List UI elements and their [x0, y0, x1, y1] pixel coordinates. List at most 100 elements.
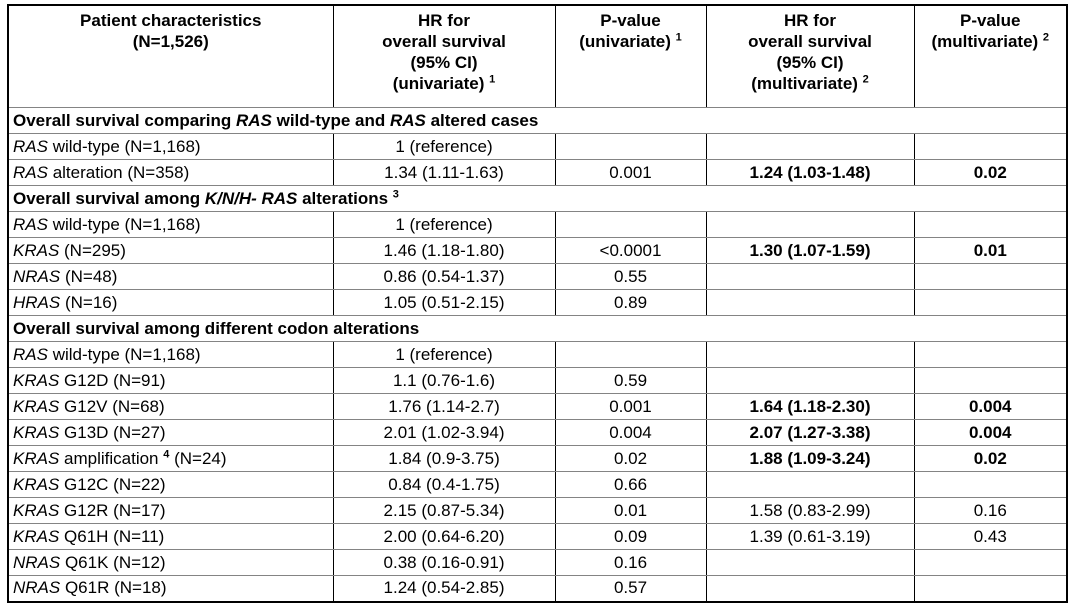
- value-cell: [705, 133, 915, 160]
- value-cell: 0.89: [554, 289, 707, 316]
- patient-characteristic-cell: KRAS G13D (N=27): [7, 419, 334, 446]
- header-line: HR for: [338, 10, 551, 31]
- value-cell: 0.16: [913, 497, 1068, 524]
- value-cell: 0.004: [913, 419, 1068, 446]
- text-segment: KRAS: [13, 474, 60, 494]
- patient-characteristic-cell: KRAS amplification 4 (N=24): [7, 445, 334, 472]
- section-header: Overall survival among different codon a…: [7, 315, 1068, 342]
- text-segment: (N=48): [60, 266, 118, 286]
- value-cell: 0.01: [913, 237, 1068, 264]
- header-line: P-value: [560, 10, 702, 31]
- section-header: Overall survival among K/N/H- RAS altera…: [7, 185, 1068, 212]
- table-body: Overall survival comparing RAS wild-type…: [7, 107, 1068, 602]
- col-patient-characteristics: Patient characteristics (N=1,526): [7, 4, 334, 108]
- value-cell: 1.34 (1.11-1.63): [332, 159, 556, 186]
- header-line: (N=1,526): [13, 31, 329, 52]
- value-cell: 0.57: [554, 575, 707, 602]
- col-pvalue-univariate: P-value (univariate) 1: [554, 4, 707, 108]
- patient-characteristic-cell: KRAS G12D (N=91): [7, 367, 334, 394]
- section-row: Overall survival among different codon a…: [7, 315, 1068, 342]
- text-segment: Q61H (N=11): [59, 526, 165, 546]
- text-segment: NRAS: [13, 578, 61, 598]
- value-cell: 0.59: [554, 367, 707, 394]
- header-row: Patient characteristics (N=1,526) HR for ov…: [7, 4, 1068, 108]
- value-cell: [705, 341, 915, 368]
- patient-characteristic-cell: KRAS G12C (N=22): [7, 471, 334, 498]
- header-line: overall survival: [711, 31, 910, 52]
- text-segment: altered cases: [425, 110, 539, 130]
- value-cell: 0.66: [554, 471, 707, 498]
- text-segment: HRAS: [13, 292, 61, 312]
- value-cell: [705, 367, 915, 394]
- value-cell: [913, 341, 1068, 368]
- value-cell: [554, 211, 707, 238]
- patient-characteristic-cell: NRAS Q61K (N=12): [7, 549, 334, 576]
- text-segment: overall survival: [748, 32, 872, 51]
- value-cell: [705, 471, 915, 498]
- header-line: overall survival: [338, 31, 551, 52]
- patient-characteristic-cell: NRAS Q61R (N=18): [7, 575, 334, 602]
- text-segment: RAS: [389, 110, 426, 130]
- value-cell: <0.0001: [554, 237, 707, 264]
- value-cell: 1.84 (0.9-3.75): [332, 445, 556, 472]
- header-line: (95% CI): [338, 52, 551, 73]
- value-cell: [913, 367, 1068, 394]
- patient-characteristic-cell: KRAS Q61H (N=11): [7, 523, 334, 550]
- text-segment: Q61K (N=12): [60, 552, 166, 572]
- patient-characteristic-cell: RAS alteration (N=358): [7, 159, 334, 186]
- text-segment: wild-type (N=1,168): [47, 214, 201, 234]
- footnote-marker: 3: [392, 187, 399, 200]
- table-row: KRAS (N=295) 1.46 (1.18-1.80) <0.0001 1.30 …: [7, 237, 1068, 264]
- text-segment: K/N/H- RAS: [204, 188, 298, 208]
- text-segment: Overall survival among different codon a…: [13, 318, 420, 338]
- value-cell: 0.004: [554, 419, 707, 446]
- text-segment: KRAS: [13, 526, 60, 546]
- section-header: Overall survival comparing RAS wild-type…: [7, 107, 1068, 134]
- value-cell: 1.1 (0.76-1.6): [332, 367, 556, 394]
- table-row: NRAS Q61K (N=12) 0.38 (0.16-0.91) 0.16: [7, 549, 1068, 576]
- value-cell: 1.76 (1.14-2.7): [332, 393, 556, 420]
- patient-characteristic-cell: KRAS (N=295): [7, 237, 334, 264]
- value-cell: 0.86 (0.54-1.37): [332, 263, 556, 290]
- patient-characteristic-cell: KRAS G12V (N=68): [7, 393, 334, 420]
- footnote-marker: 2: [1042, 31, 1050, 44]
- table-row: KRAS G12V (N=68) 1.76 (1.14-2.7) 0.001 1.64…: [7, 393, 1068, 420]
- text-segment: (multivariate): [751, 74, 863, 93]
- table-row: NRAS Q61R (N=18) 1.24 (0.54-2.85) 0.57: [7, 575, 1068, 602]
- value-cell: [913, 289, 1068, 316]
- table-row: RAS alteration (N=358) 1.34 (1.11-1.63) 0.…: [7, 159, 1068, 186]
- footnote-marker: 4: [163, 447, 170, 460]
- text-segment: G12C (N=22): [59, 474, 166, 494]
- text-segment: Overall survival among: [13, 188, 205, 208]
- text-segment: overall survival: [382, 32, 506, 51]
- text-segment: G12D (N=91): [59, 370, 166, 390]
- value-cell: 0.001: [554, 159, 707, 186]
- value-cell: 1 (reference): [332, 211, 556, 238]
- patient-characteristic-cell: HRAS (N=16): [7, 289, 334, 316]
- header-line: (multivariate) 2: [711, 73, 910, 94]
- text-segment: wild-type (N=1,168): [47, 136, 201, 156]
- value-cell: 1.24 (1.03-1.48): [705, 159, 915, 186]
- table-header: Patient characteristics (N=1,526) HR for ov…: [7, 4, 1068, 108]
- value-cell: [554, 341, 707, 368]
- header-line: (univariate) 1: [338, 73, 551, 94]
- header-line: (95% CI): [711, 52, 910, 73]
- section-row: Overall survival comparing RAS wild-type…: [7, 107, 1068, 134]
- value-cell: 0.004: [913, 393, 1068, 420]
- table-row: KRAS G12D (N=91) 1.1 (0.76-1.6) 0.59: [7, 367, 1068, 394]
- text-segment: KRAS: [13, 448, 60, 468]
- text-segment: KRAS: [13, 370, 60, 390]
- text-segment: Q61R (N=18): [60, 578, 167, 598]
- header-line: (univariate) 1: [560, 31, 702, 52]
- value-cell: [554, 133, 707, 160]
- table-container: Patient characteristics (N=1,526) HR for ov…: [7, 4, 1068, 603]
- text-segment: KRAS: [13, 422, 60, 442]
- value-cell: 1.64 (1.18-2.30): [705, 393, 915, 420]
- table-row: KRAS G13D (N=27) 2.01 (1.02-3.94) 0.004 2.0…: [7, 419, 1068, 446]
- value-cell: 0.43: [913, 523, 1068, 550]
- value-cell: 0.16: [554, 549, 707, 576]
- value-cell: 0.02: [913, 159, 1068, 186]
- value-cell: [913, 211, 1068, 238]
- value-cell: [913, 133, 1068, 160]
- value-cell: 0.55: [554, 263, 707, 290]
